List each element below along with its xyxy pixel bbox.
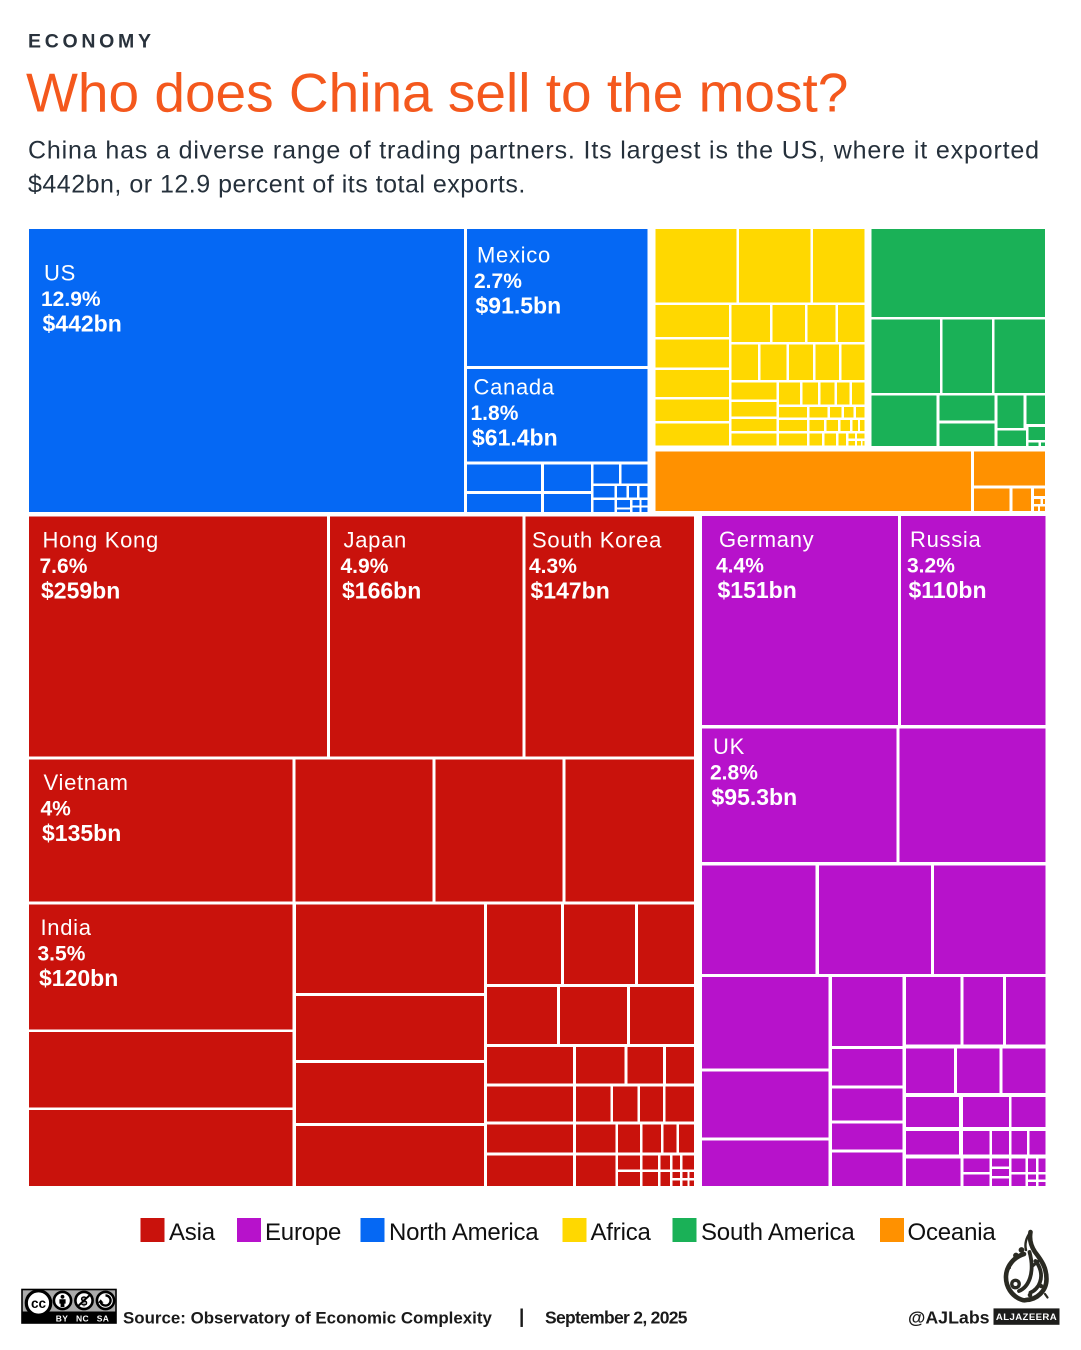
svg-text:$151bn: $151bn — [718, 577, 797, 603]
svg-text:1.8%: 1.8% — [471, 402, 519, 425]
svg-text:BY: BY — [56, 1313, 69, 1323]
svg-text:Russia: Russia — [910, 527, 982, 552]
svg-text:Asia: Asia — [169, 1219, 216, 1246]
svg-text:Who does China sell to the mos: Who does China sell to the most? — [26, 62, 848, 124]
svg-text:North America: North America — [389, 1219, 539, 1246]
svg-text:$166bn: $166bn — [342, 578, 421, 604]
svg-text:7.6%: 7.6% — [40, 555, 88, 578]
svg-text:4.4%: 4.4% — [716, 555, 764, 578]
svg-text:$442bn, or 12.9 percent of its: $442bn, or 12.9 percent of its total exp… — [28, 171, 526, 199]
svg-text:Oceania: Oceania — [908, 1219, 997, 1246]
svg-text:4.9%: 4.9% — [341, 555, 389, 578]
svg-text:Europe: Europe — [265, 1219, 341, 1246]
svg-text:Vietnam: Vietnam — [44, 770, 129, 795]
svg-text:$259bn: $259bn — [41, 578, 120, 604]
svg-text:$120bn: $120bn — [39, 965, 118, 991]
svg-text:ECONOMY: ECONOMY — [28, 31, 155, 53]
svg-text:2.8%: 2.8% — [710, 762, 758, 785]
svg-text:12.9%: 12.9% — [41, 288, 101, 311]
svg-text:|: | — [519, 1307, 524, 1328]
svg-text:Mexico: Mexico — [477, 243, 551, 268]
svg-text:Germany: Germany — [719, 527, 814, 552]
svg-text:2.7%: 2.7% — [474, 270, 522, 293]
svg-text:UK: UK — [713, 734, 745, 759]
svg-text:NC: NC — [76, 1313, 89, 1323]
svg-text:3.2%: 3.2% — [907, 555, 955, 578]
svg-text:$442bn: $442bn — [43, 311, 122, 337]
svg-text:US: US — [44, 261, 76, 286]
svg-text:South America: South America — [701, 1219, 855, 1246]
svg-text:September 2, 2025: September 2, 2025 — [545, 1308, 688, 1328]
svg-text:China has a diverse range of t: China has a diverse range of trading par… — [28, 137, 1040, 165]
svg-text:South Korea: South Korea — [532, 528, 662, 553]
svg-text:$135bn: $135bn — [42, 820, 121, 846]
svg-text:SA: SA — [97, 1313, 110, 1323]
svg-text:4.3%: 4.3% — [529, 555, 577, 578]
svg-text:$95.3bn: $95.3bn — [712, 784, 798, 810]
svg-text:$91.5bn: $91.5bn — [476, 293, 562, 319]
svg-text:Canada: Canada — [474, 375, 555, 400]
svg-text:@AJLabs: @AJLabs — [908, 1308, 990, 1328]
svg-text:$61.4bn: $61.4bn — [472, 425, 558, 451]
svg-text:cc: cc — [31, 1296, 47, 1311]
svg-text:3.5%: 3.5% — [38, 943, 86, 966]
svg-text:Source: Observatory of Economi: Source: Observatory of Economic Complexi… — [123, 1309, 492, 1328]
svg-text:Africa: Africa — [591, 1219, 652, 1246]
svg-text:4%: 4% — [41, 798, 72, 821]
svg-text:$147bn: $147bn — [531, 578, 610, 604]
svg-text:Japan: Japan — [344, 528, 407, 553]
svg-text:Hong Kong: Hong Kong — [43, 528, 159, 553]
svg-text:$110bn: $110bn — [909, 577, 987, 603]
svg-text:India: India — [41, 915, 92, 940]
svg-text:ALJAZEERA: ALJAZEERA — [996, 1312, 1057, 1323]
